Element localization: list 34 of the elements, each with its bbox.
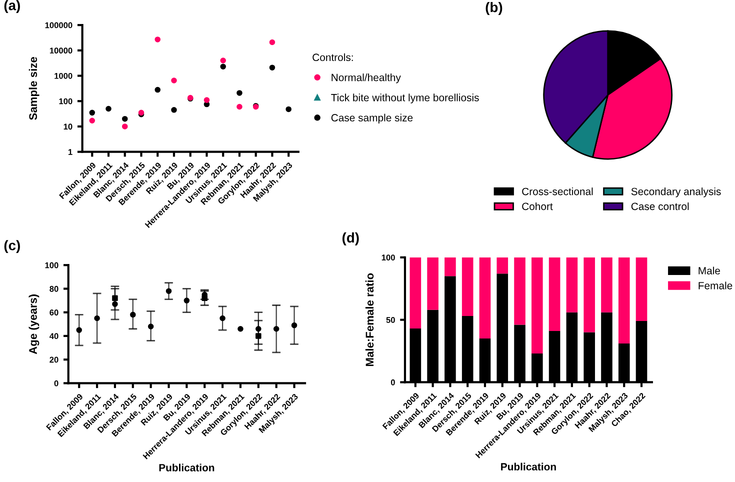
legend-label: Cross-sectional <box>522 188 593 196</box>
y-tick-label: 40 <box>49 333 58 340</box>
y-axis-title: Age (years) <box>28 294 40 354</box>
y-axis-title: Sample size <box>28 57 40 120</box>
y-tick-label: 0 <box>54 380 58 386</box>
y-tick-label: 10000 <box>50 48 72 54</box>
y-tick-label: 100 <box>45 262 58 268</box>
y-tick-label: 100 <box>382 254 395 260</box>
legend-label: Secondary analysis <box>631 188 721 198</box>
x-axis-title: Publication <box>159 464 214 472</box>
y-tick-label: 50 <box>386 317 395 323</box>
chart-title: (d) <box>342 232 359 246</box>
legend-label: Normal/healthy <box>332 74 401 84</box>
y-axis-title: Male:Female ratio <box>365 273 374 366</box>
y-tick-label: 60 <box>50 310 58 316</box>
y-tick-label: 100000 <box>45 22 72 28</box>
legend-label: Female <box>698 282 732 290</box>
y-tick-label: 80 <box>50 286 58 292</box>
y-tick-label: 100 <box>59 98 72 104</box>
legend-label: Tick bite without lyme borelliosis <box>331 94 479 104</box>
y-tick-label: 10 <box>64 124 72 130</box>
x-axis-title: Publication <box>501 462 556 470</box>
legend-label: Case sample size <box>331 114 413 124</box>
legend-label: Male <box>698 266 720 274</box>
chart-title: (a) <box>4 0 20 14</box>
legend-label: Cohort <box>522 202 553 210</box>
y-tick-label: 0 <box>390 379 395 386</box>
chart-title: (b) <box>486 2 502 15</box>
legend-title: Controls: <box>312 53 353 62</box>
y-tick-label: 1000 <box>54 72 72 79</box>
y-tick-label: 20 <box>50 356 58 363</box>
chart-title: (c) <box>4 240 20 254</box>
legend-label: Case control <box>631 202 689 210</box>
y-tick-label: 1 <box>68 149 72 155</box>
